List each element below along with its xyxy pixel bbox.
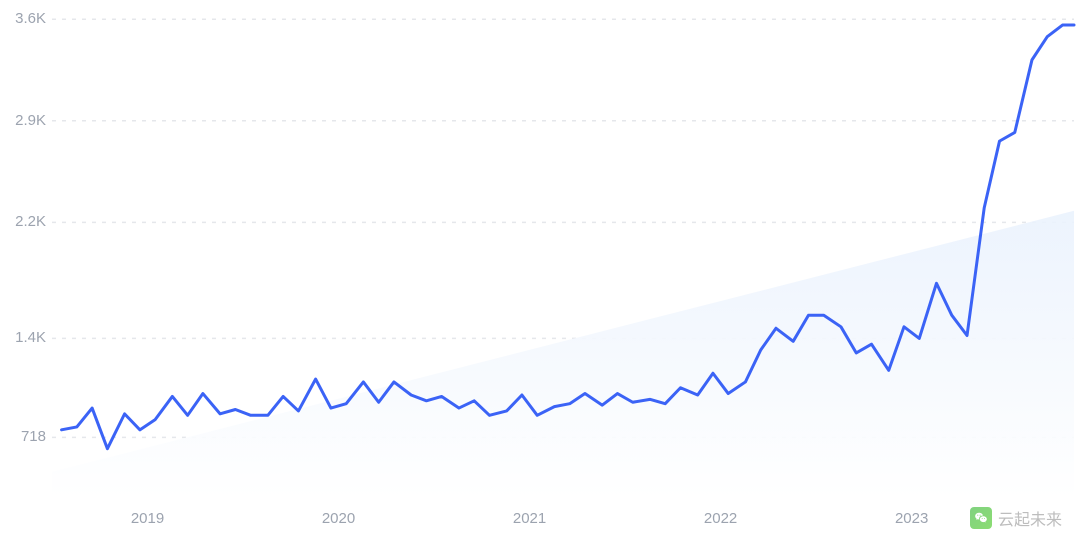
wechat-icon	[970, 507, 992, 529]
x-axis-label: 2021	[513, 510, 546, 527]
watermark: 云起未来	[970, 506, 1062, 530]
watermark-text: 云起未来	[998, 506, 1062, 530]
y-axis-label: 718	[6, 428, 46, 445]
x-axis-label: 2020	[322, 510, 355, 527]
x-axis-label: 2023	[895, 510, 928, 527]
line-chart: 718 1.4K 2.2K 2.9K 3.6K 2019 2020 2021 2022 2023…	[0, 0, 1080, 540]
y-axis-label: 2.2K	[6, 213, 46, 230]
y-axis-label: 1.4K	[6, 329, 46, 346]
x-axis-label: 2019	[131, 510, 164, 527]
x-axis-label: 2022	[704, 510, 737, 527]
area-fill	[52, 211, 1074, 498]
y-axis-label: 2.9K	[6, 112, 46, 129]
chart-svg	[0, 0, 1080, 540]
y-axis-label: 3.6K	[6, 10, 46, 27]
